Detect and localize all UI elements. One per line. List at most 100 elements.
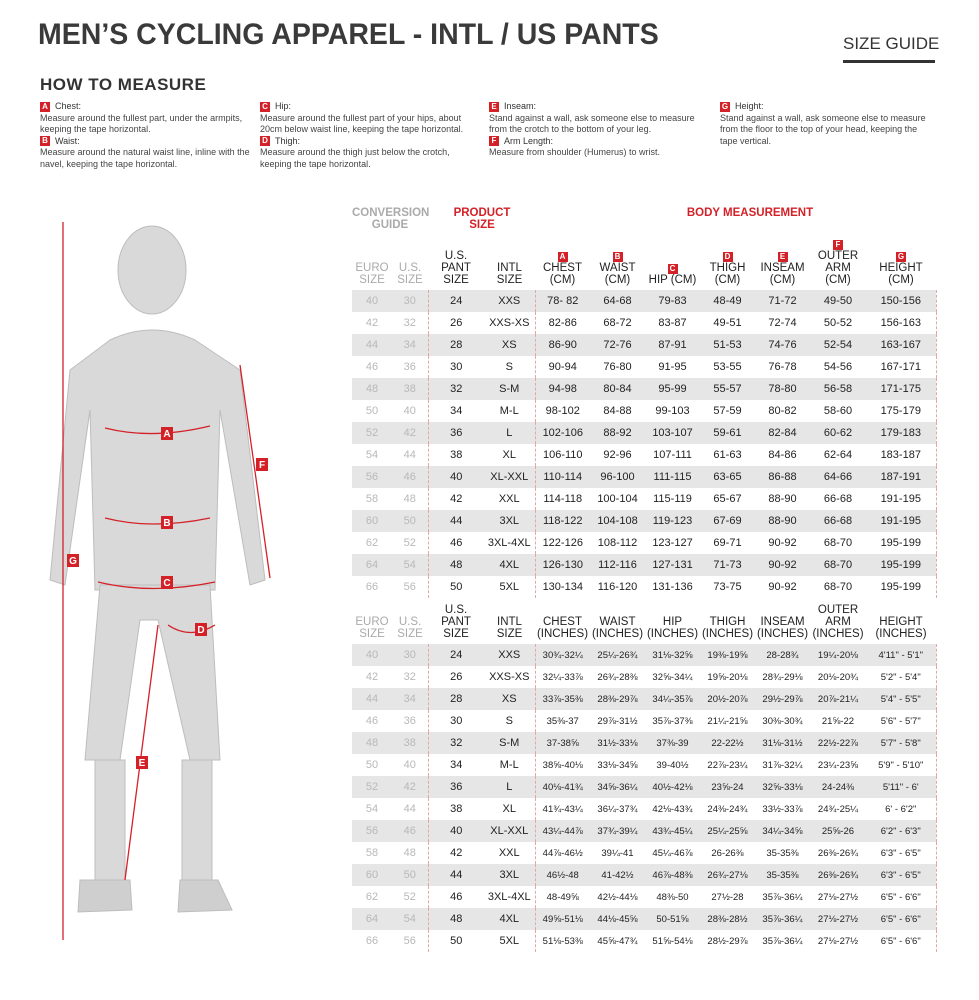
column-header: INSEAM (INCHES): [756, 616, 809, 640]
table-cell: 55-57: [700, 378, 755, 400]
table-cell: 38⅝-40⅛: [534, 754, 590, 776]
table-cell: 31⅛-32⅝: [645, 644, 700, 666]
table-cell: 33½-33⅞: [762, 803, 803, 815]
table-cell: 95-99: [645, 378, 700, 400]
table-cell: 123-127: [652, 537, 693, 549]
table-cell: 26⅜-26¾: [810, 864, 866, 886]
table-cell: 5'2" - 5'4": [866, 666, 937, 688]
table-cell: 45⅝-47¾: [597, 935, 638, 947]
table-cell: 35⅞-36¼: [762, 935, 803, 947]
table-cell: 26: [427, 312, 484, 334]
table-cell: 127-131: [645, 554, 700, 576]
table-cell: 46: [427, 532, 484, 554]
table-cell: 30: [392, 644, 428, 666]
table-cell: 6' - 6'2": [866, 798, 937, 820]
table-cell: 32: [427, 378, 484, 400]
table-cell: 54: [392, 554, 428, 576]
table-cell: S: [505, 361, 513, 373]
table-cell: 50: [427, 930, 484, 952]
table-cell: 71-73: [700, 554, 755, 576]
table-cell: 64-66: [810, 466, 866, 488]
table-cell: 5XL: [499, 935, 520, 947]
table-cell: 48: [427, 908, 484, 930]
table-cell: 82-86: [534, 312, 590, 334]
table-cell: 40: [352, 644, 392, 666]
table-cell: 57-59: [713, 405, 742, 417]
table-cell: 84-86: [768, 449, 797, 461]
table-cell: 60: [352, 510, 392, 532]
table-cell: 60: [352, 864, 392, 886]
table-cell: 54: [365, 803, 379, 815]
table-cell: 88-90: [768, 493, 797, 505]
table-cell: 40½-42⅛: [645, 776, 700, 798]
table-row: 48 38 32 S-M 94-98 80-84 95-99 55-57 78-80 56-58 1…: [352, 378, 937, 400]
table-cell: 6'5" - 6'6": [866, 886, 937, 908]
letter-badge: B: [40, 136, 50, 147]
table-cell: 48: [403, 493, 416, 505]
table-cell: 64: [352, 908, 392, 930]
table-cell: 26⅜-26¾: [817, 847, 859, 859]
table-cell: 44⅞-46½: [534, 842, 590, 864]
column-header: C HIP (CM): [648, 264, 697, 286]
table-cell: 50: [365, 405, 379, 417]
table-cell: 191-195: [866, 510, 937, 532]
table-cell: 25⅝-26: [810, 820, 866, 842]
table-cell: M-L: [499, 405, 519, 417]
table-cell: 34: [392, 334, 428, 356]
table-cell: 73-75: [713, 581, 742, 593]
table-cell: 40: [427, 466, 484, 488]
table-cell: 167-171: [866, 356, 937, 378]
table-cell: 56: [403, 935, 416, 947]
table-cell: 5XL: [499, 581, 520, 593]
table-cell: 86-90: [534, 334, 590, 356]
column-header: F OUTER ARM (CM): [817, 240, 859, 286]
table-cell: 52: [403, 891, 416, 903]
table-cell: 49-50: [810, 290, 866, 312]
table-cell: 42: [392, 422, 428, 444]
table-cell: 25¼-25⅝: [700, 820, 755, 842]
table-row: 60 50 44 3XL 118-122 104-108 119-123 67-69 88-90…: [352, 510, 937, 532]
column-letter-badge: F: [833, 240, 843, 250]
table-cell: 48: [403, 847, 416, 859]
table-cell: 65-67: [713, 493, 742, 505]
table-cell: 79-83: [645, 290, 700, 312]
table-cell: 3XL: [484, 510, 535, 532]
table-cell: 179-183: [866, 422, 937, 444]
product-size-label: PRODUCT SIZE: [453, 207, 511, 231]
table-cell: L: [484, 776, 535, 798]
table-cell: 33⅞-35⅜: [534, 688, 590, 710]
table-cell: 26¾-27⅛: [700, 864, 755, 886]
table-cell: 44: [352, 688, 392, 710]
table-cell: 76-80: [603, 361, 632, 373]
table-row: 64 54 48 4XL 126-130 112-116 127-131 71-73 90-92…: [352, 554, 937, 576]
column-letter-badge: G: [896, 252, 906, 262]
table-cell: 21⅝-22: [821, 715, 855, 727]
table-cell: 126-130: [534, 554, 590, 576]
table-cell: 40⅛-41¾: [534, 776, 590, 798]
table-cell: 50: [427, 576, 484, 598]
table-cell: 31⅞-32¼: [762, 759, 803, 771]
table-cell: 43¼-44⅞: [534, 820, 590, 842]
table-cell: 56: [352, 466, 392, 488]
table-row: 62 52 46 3XL-4XL 48-49⅝ 42½-44⅛ 48⅜-50 27½-28 35…: [352, 886, 937, 908]
table-cell: 99-103: [655, 405, 690, 417]
header-row: EURO SIZE U.S. SIZE U.S. PANT SIZE INTL SIZ…: [352, 236, 936, 290]
table-cell: 30: [427, 356, 484, 378]
table-cell: 6'5" - 6'6": [866, 930, 937, 952]
table-cell: 104-108: [590, 510, 645, 532]
table-cell: XL: [502, 449, 516, 461]
table-cell: 56: [403, 581, 416, 593]
table-cell: 31⅛-31½: [755, 732, 810, 754]
table-cell: 22⅞-23¼: [707, 759, 748, 771]
table-cell: 62: [365, 537, 379, 549]
table-cell: 163-167: [866, 334, 937, 356]
column-header: D THIGH (CM): [709, 252, 746, 286]
table-cell: XS: [484, 688, 535, 710]
table-cell: 60-62: [810, 422, 866, 444]
column-letter-badge: E: [777, 252, 788, 262]
table-row: 62 52 46 3XL-4XL 122-126 108-112 123-127 69-71 9…: [352, 532, 937, 554]
table-cell: 82-84: [755, 422, 810, 444]
table-cell: 30: [392, 290, 428, 312]
table-cell: 5'4" - 5'5": [866, 688, 937, 710]
table-cell: 42: [427, 842, 484, 864]
